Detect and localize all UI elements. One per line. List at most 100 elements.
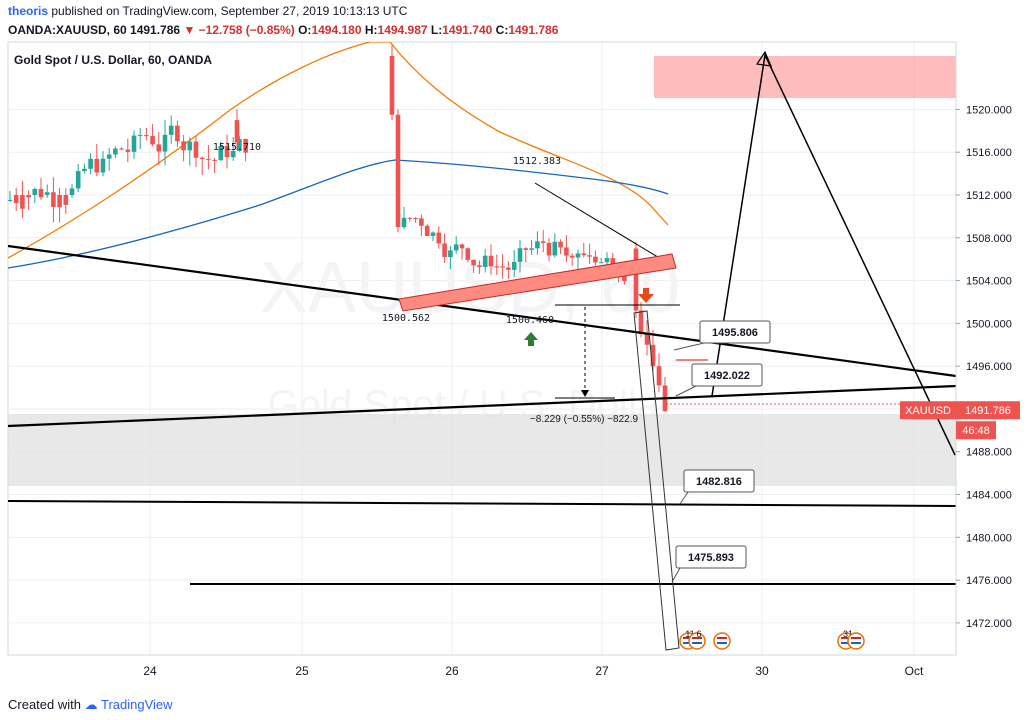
tradingview-link[interactable]: TradingView — [101, 697, 173, 712]
us-flag-event-icon[interactable] — [847, 632, 865, 650]
candle-body — [465, 248, 471, 260]
candle-body — [622, 272, 627, 281]
open-value: 1494.180 — [311, 23, 362, 37]
candle-body — [193, 141, 199, 158]
candle-body — [523, 248, 529, 250]
candle-body — [168, 125, 174, 135]
candle-body — [20, 194, 25, 209]
callout-value: 1495.806 — [712, 327, 758, 339]
flag-stripe — [841, 637, 851, 639]
price-badge-value — [956, 401, 1020, 420]
candle-body — [13, 194, 19, 204]
candle-body — [63, 194, 69, 205]
triangle-upper-line — [534, 182, 677, 269]
candle-body — [656, 366, 662, 386]
callout-pointer — [673, 342, 705, 351]
candle-body — [243, 138, 248, 153]
flag-stripe — [717, 637, 727, 639]
high-label-left: 1515.710 — [213, 142, 261, 153]
candle-body — [187, 141, 193, 151]
low-label-1: 1500.562 — [382, 313, 430, 324]
event-count: 6 — [696, 629, 701, 639]
candle-body — [181, 141, 186, 151]
candle-body — [500, 266, 505, 268]
created-with-text: Created with — [8, 697, 81, 712]
candle-body — [75, 171, 81, 189]
y-tick-label: 1496.000 — [966, 361, 1012, 373]
callout-box — [683, 469, 755, 493]
price-chart[interactable]: XAUUSD, 60 Gold Spot / U.S. Dollar 1472.… — [0, 0, 1030, 688]
flag-stripe — [851, 642, 861, 644]
candle-body — [424, 225, 430, 236]
candle-body — [162, 134, 168, 152]
candle-body — [401, 217, 407, 228]
candle-body — [26, 194, 31, 198]
y-tick-label: 1512.000 — [966, 190, 1012, 202]
high-value: 1494.987 — [377, 23, 428, 37]
last-price: 1491.786 — [130, 23, 181, 37]
candle-body — [442, 243, 447, 258]
rising-support-line — [8, 384, 956, 428]
candle-body — [82, 168, 87, 172]
callout-pointer — [679, 491, 689, 505]
candle-body — [471, 259, 476, 266]
drawings — [8, 50, 956, 651]
candle-body — [569, 255, 575, 258]
publish-info: published on TradingView.com, September … — [51, 4, 408, 18]
event-count: 31 — [843, 629, 853, 639]
y-tick-label: 1472.000 — [966, 618, 1012, 630]
y-tick-label: 1504.000 — [966, 276, 1012, 288]
candle-body — [125, 149, 131, 152]
countdown-text: 46:48 — [962, 425, 990, 437]
y-tick-label: 1508.000 — [966, 233, 1012, 245]
symbol-label: OANDA:XAUUSD, 60 — [8, 23, 127, 37]
high-label-mid: 1512.383 — [513, 156, 561, 167]
flag-stripe — [851, 637, 861, 639]
candle-body — [137, 135, 143, 137]
candle-body — [150, 136, 155, 145]
candle-body — [598, 262, 604, 264]
candle-body — [218, 146, 224, 161]
candle-body — [488, 255, 494, 267]
ema-fast-line — [8, 42, 669, 259]
flag-stripe — [692, 637, 702, 639]
candle-body — [395, 114, 401, 228]
y-tick-label: 1484.000 — [966, 490, 1012, 502]
support-zone — [8, 414, 956, 486]
candle-body — [506, 267, 511, 270]
h-label: H: — [364, 23, 378, 37]
candle-body — [448, 250, 453, 258]
projection-arrowhead — [755, 50, 772, 67]
x-axis: 24 25 26 27 30 Oct — [143, 664, 924, 678]
x-tick-label: 26 — [445, 664, 459, 678]
y-tick-label: 1488.000 — [966, 447, 1012, 459]
price-badge-symbol-text: XAUUSD — [905, 405, 951, 417]
callout-pointer — [675, 385, 697, 397]
candle-body — [113, 148, 118, 155]
candle-body — [51, 192, 56, 207]
author-link[interactable]: theoris — [8, 4, 49, 18]
footer: Created with ☁ TradingView — [0, 690, 1030, 720]
candle-body — [234, 120, 240, 143]
candle-body — [482, 255, 488, 268]
candle-body — [540, 241, 546, 243]
candle-body — [88, 158, 93, 169]
us-flag-event-icon[interactable] — [713, 632, 731, 650]
price-badge-symbol — [900, 401, 956, 420]
candle-body — [430, 232, 436, 236]
low-value: 1491.740 — [442, 23, 493, 37]
candle-body — [459, 244, 465, 249]
countdown-badge — [956, 421, 996, 440]
candle-body — [407, 217, 413, 219]
candle-body — [32, 188, 38, 195]
y-tick-label: 1500.000 — [966, 318, 1012, 330]
candles — [8, 45, 668, 413]
candle-body — [604, 258, 610, 263]
sell-arrow-icon — [638, 288, 654, 303]
y-tick-label: 1480.000 — [966, 532, 1012, 544]
candle-body — [94, 158, 100, 173]
x-tick-label: 24 — [143, 664, 157, 678]
callout-box — [691, 363, 763, 387]
price-change: −12.758 (−0.85%) — [198, 23, 295, 37]
candle-body — [511, 261, 517, 270]
